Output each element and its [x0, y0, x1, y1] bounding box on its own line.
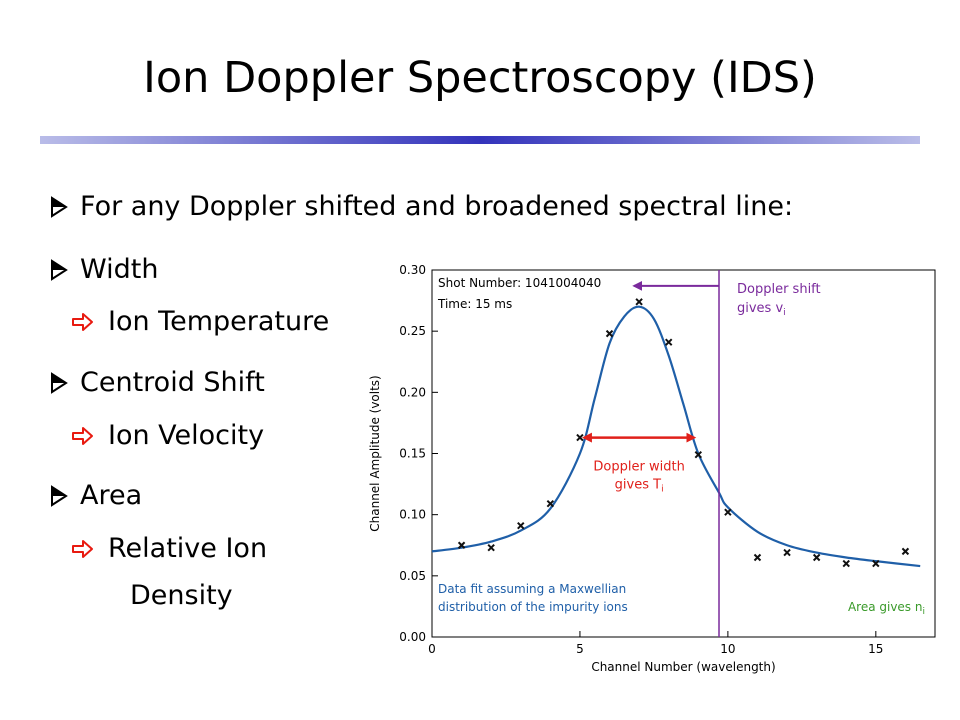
x-axis-label: Channel Number (wavelength) [591, 660, 775, 674]
sub-bullet-density: Relative Ion [72, 533, 267, 564]
title-divider [40, 136, 920, 144]
data-point [576, 433, 584, 442]
bullet-width: Width [50, 254, 158, 285]
bullet-arrow-icon [51, 258, 68, 281]
bullet-area: Area [50, 480, 142, 511]
intro-text: For any Doppler shifted and broadened sp… [80, 191, 794, 222]
data-point [664, 338, 673, 346]
sub-arrow-icon [72, 539, 93, 558]
data-point [842, 559, 850, 568]
sub-arrow-icon [72, 426, 93, 445]
x-tick-label: 15 [868, 642, 883, 656]
fit-curve [431, 305, 921, 568]
area-subscript: i [922, 607, 925, 617]
data-point [487, 543, 495, 552]
sub-bullet-label: Ion Temperature [108, 306, 330, 337]
bullet-arrow-icon [51, 484, 68, 507]
sub-bullet-label-cont: Density [130, 580, 233, 611]
data-point [812, 553, 821, 562]
y-axis-label: Channel Amplitude (volts) [368, 375, 382, 532]
data-point [517, 521, 525, 530]
data-point [753, 553, 762, 562]
fit-note-label: Data fit assuming a Maxwellian [438, 582, 626, 596]
slide-title: Ion Doppler Spectroscopy (IDS) [143, 53, 817, 103]
x-tick-label: 10 [720, 642, 735, 656]
y-tick-label: 0.00 [399, 630, 426, 644]
bullet-label: Width [80, 254, 159, 285]
sub-bullet-label: Ion Velocity [108, 420, 265, 451]
fit-note-label-2: distribution of the impurity ions [438, 600, 628, 614]
data-point [901, 547, 910, 556]
data-point [457, 541, 466, 549]
bullet-arrow-icon [51, 371, 68, 394]
doppler-width-label: Doppler width [593, 460, 684, 475]
y-tick-label: 0.10 [399, 508, 426, 522]
doppler-shift-subscript: i [783, 308, 786, 318]
bullet-arrow-icon [51, 195, 68, 218]
bullet-label: Area [80, 480, 143, 511]
data-point [605, 329, 614, 338]
area-label: Area gives ni [848, 600, 925, 617]
doppler-shift-label-2: gives vi [737, 301, 786, 318]
data-point [546, 499, 555, 508]
y-tick-label: 0.25 [399, 324, 426, 338]
data-point [783, 548, 791, 557]
y-tick-label: 0.30 [399, 263, 426, 277]
intro-bullet: For any Doppler shifted and broadened sp… [50, 191, 793, 222]
doppler-width-subscript: i [661, 485, 664, 495]
sub-bullet-label: Relative Ion [108, 533, 268, 564]
doppler-shift-label: Doppler shift [737, 282, 821, 297]
doppler-width-label-2: gives Ti [615, 478, 664, 495]
time-label: Time: 15 ms [437, 297, 512, 311]
y-tick-label: 0.20 [399, 385, 426, 399]
y-tick-label: 0.05 [399, 569, 426, 583]
y-tick-label: 0.15 [399, 447, 426, 461]
ids-spectrum-chart: 0.00 0.05 0.10 0.15 0.20 0.25 0.30 0 5 10 15 Channe… [368, 263, 936, 674]
bullet-centroid: Centroid Shift [50, 367, 265, 398]
sub-arrow-icon [72, 312, 93, 331]
sub-bullet-density-cont: Density [130, 580, 233, 611]
x-tick-label: 0 [428, 642, 436, 656]
data-point [635, 298, 643, 306]
bullet-label: Centroid Shift [80, 367, 265, 398]
data-point [724, 508, 732, 516]
x-tick-label: 5 [576, 642, 584, 656]
data-point [694, 451, 703, 459]
data-point [872, 559, 880, 568]
shot-number-label: Shot Number: 1041004040 [438, 276, 601, 290]
sub-bullet-velocity: Ion Velocity [72, 420, 264, 451]
sub-bullet-temperature: Ion Temperature [72, 306, 329, 337]
